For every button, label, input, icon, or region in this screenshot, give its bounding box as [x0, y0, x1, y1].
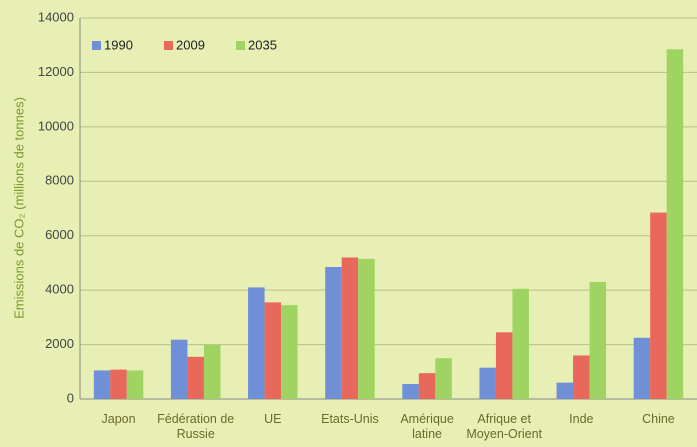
bar — [666, 49, 684, 400]
legend-label: 2009 — [176, 37, 205, 52]
bar — [435, 358, 452, 399]
bar — [358, 258, 375, 399]
x-tick-label: Amérique latine — [400, 412, 454, 441]
bar — [589, 281, 607, 399]
bar — [170, 339, 188, 399]
bar — [248, 287, 265, 399]
bar — [126, 370, 144, 399]
bar — [93, 370, 111, 399]
y-tick-label: 12000 — [38, 64, 74, 79]
bar — [479, 367, 496, 399]
y-tick-label: 10000 — [38, 118, 74, 133]
bar — [203, 344, 221, 399]
bar — [325, 267, 342, 399]
legend-label: 2035 — [248, 37, 277, 52]
bar — [418, 373, 436, 399]
x-tick-label: Inde — [569, 412, 594, 426]
bar — [264, 302, 282, 399]
legend-swatch — [164, 41, 173, 50]
bar — [495, 332, 513, 399]
y-tick-label: 8000 — [45, 173, 74, 188]
y-tick-label: 4000 — [45, 282, 74, 297]
bar — [187, 356, 204, 399]
x-tick-label: UE — [264, 412, 282, 426]
y-tick-label: 6000 — [45, 227, 74, 242]
bar — [633, 337, 651, 399]
x-tick-label: Afrique et Moyen-Orient — [466, 412, 543, 441]
legend-label: 1990 — [104, 37, 133, 52]
bar — [341, 257, 359, 399]
bar — [281, 305, 298, 399]
y-tick-label: 0 — [67, 390, 74, 405]
y-tick-label: 2000 — [45, 336, 74, 351]
legend-swatch — [92, 41, 101, 50]
bar — [556, 382, 574, 399]
bar — [512, 288, 529, 399]
bar — [573, 355, 590, 399]
x-tick-label: Japon — [101, 412, 136, 426]
bar — [110, 369, 127, 399]
x-tick-label: Etats-Unis — [321, 412, 379, 426]
bar — [402, 384, 419, 399]
bar — [650, 212, 667, 399]
x-tick-label: Fédération de Russie — [157, 412, 235, 441]
legend-swatch — [236, 41, 245, 50]
y-axis-label: Emissions de CO₂ (millions de tonnes) — [11, 97, 26, 319]
y-tick-label: 14000 — [38, 9, 74, 24]
x-tick-label: Chine — [642, 412, 675, 426]
